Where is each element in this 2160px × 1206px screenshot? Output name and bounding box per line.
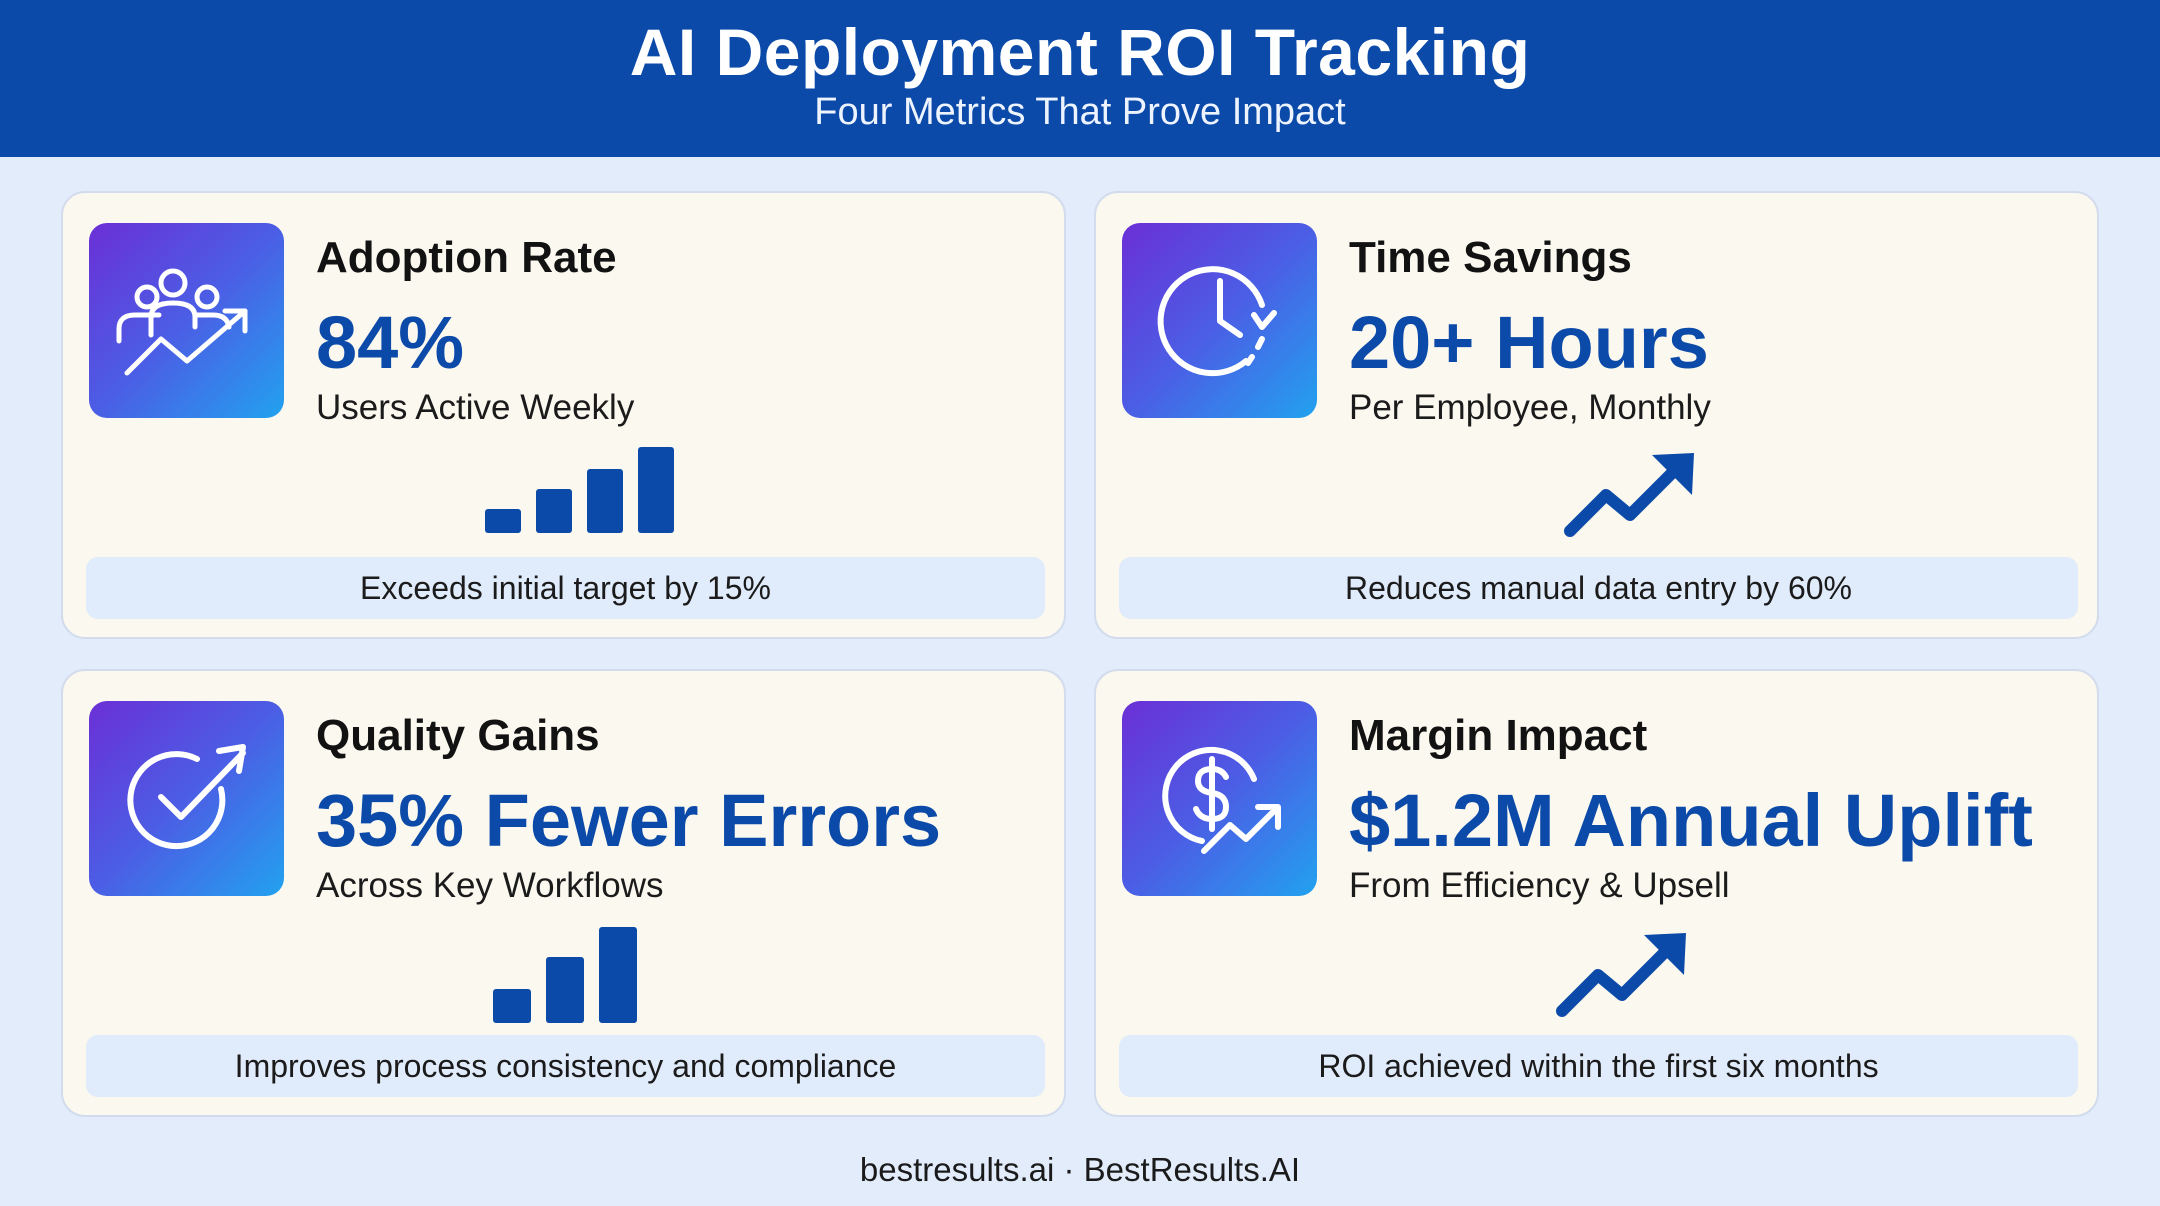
card-title: Margin Impact [1349,711,1648,760]
icon-tile [1122,701,1317,896]
card-subtitle: From Efficiency & Upsell [1349,866,1730,905]
metric-card-margin-impact: Margin Impact $1.2M Annual Uplift From E… [1094,669,2099,1117]
card-value: 84% [316,301,465,384]
card-value: $1.2M Annual Uplift [1349,779,2033,862]
metric-card-adoption-rate: Adoption Rate 84% Users Active Weekly Ex… [61,191,1066,639]
card-title: Quality Gains [316,711,600,760]
page-title: AI Deployment ROI Tracking [629,15,1531,89]
metric-card-quality-gains: Quality Gains 35% Fewer Errors Across Ke… [61,669,1066,1117]
metric-card-time-savings: Time Savings 20+ Hours Per Employee, Mon… [1094,191,2099,639]
trend-up-arrow-icon [1564,453,1694,537]
clock-icon [1157,266,1277,377]
icon-tile [1122,223,1317,418]
bar-chart-icon [485,447,674,533]
card-subtitle: Per Employee, Monthly [1349,388,1711,427]
card-value: 35% Fewer Errors [316,779,942,862]
card-subtitle: Across Key Workflows [316,866,664,905]
bar-chart-icon [493,927,637,1023]
checkmark-target-icon [127,744,246,850]
footer-credit: bestresults.ai · BestResults.AI [859,1151,1301,1188]
page-subtitle: Four Metrics That Prove Impact [814,91,1346,133]
icon-tile [89,701,284,896]
trend-up-arrow-icon [1556,933,1686,1017]
card-title: Adoption Rate [316,233,617,282]
dollar-growth-icon [1162,746,1281,854]
card-note: Reduces manual data entry by 60% [1119,557,2078,619]
card-note: Improves process consistency and complia… [86,1035,1045,1097]
card-title: Time Savings [1349,233,1632,282]
card-value: 20+ Hours [1349,301,1709,384]
card-subtitle: Users Active Weekly [316,388,635,427]
users-growth-icon [116,268,248,376]
header-banner: AI Deployment ROI Tracking Four Metrics … [0,0,2160,157]
icon-tile [89,223,284,418]
card-note: Exceeds initial target by 15% [86,557,1045,619]
card-note: ROI achieved within the first six months [1119,1035,2078,1097]
